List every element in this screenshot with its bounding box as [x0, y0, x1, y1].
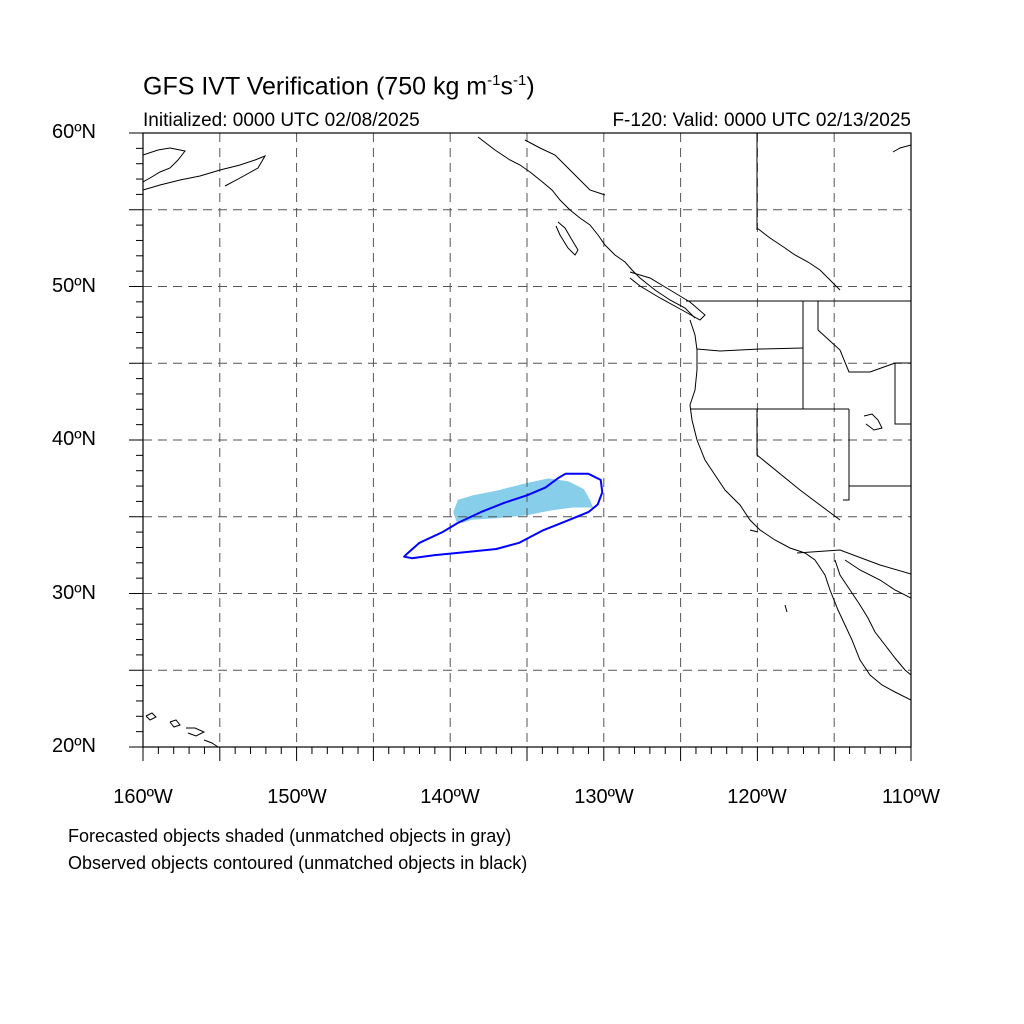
- forecast-object: [453, 478, 593, 523]
- lon-label-110w: 110ºW: [881, 786, 941, 808]
- great-salt-lake: [863, 413, 883, 431]
- coastline-hawaii-big-island: [203, 739, 219, 747]
- observed-contour: [403, 472, 604, 560]
- border-washington-oregon: [696, 347, 804, 352]
- border-us-mexico: [796, 549, 911, 575]
- observed-note: Observed objects contoured (unmatched ob…: [68, 853, 528, 873]
- lat-label-40n: 40ºN: [52, 428, 96, 450]
- coastline-alaska: [143, 147, 186, 183]
- coastline-northeast: [892, 144, 911, 153]
- coastline-us-west: [689, 319, 911, 701]
- lon-label-150w: 150ºW: [267, 786, 327, 808]
- chart-title: GFS IVT Verification (750 kg m-1s-1): [143, 72, 535, 101]
- lon-label-130w: 130ºW: [574, 786, 634, 808]
- coastline-hawaii-oahu: [169, 719, 181, 728]
- coastline-channel-islands: [749, 529, 759, 533]
- coastline-sonora: [844, 559, 911, 599]
- lat-label-20n: 20ºN: [52, 735, 96, 757]
- border-nevada-utah: [843, 409, 850, 501]
- coastline-bc: [477, 136, 696, 319]
- lon-label-160w: 160ºW: [113, 786, 173, 808]
- coastline-alaska-peninsula: [143, 154, 267, 191]
- coastline-inland-alaska: [524, 139, 606, 196]
- border-wyoming: [894, 363, 911, 425]
- lat-label-50n: 50ºN: [52, 275, 96, 297]
- coastline-gulf-of-california: [834, 559, 911, 676]
- forecast-note: Forecasted objects shaded (unmatched obj…: [68, 826, 512, 846]
- border-california-nevada: [756, 409, 841, 521]
- lat-label-30n: 30ºN: [52, 582, 96, 604]
- lon-label-140w: 140ºW: [420, 786, 480, 808]
- valid-time: F-120: Valid: 0000 UTC 02/13/2025: [612, 110, 911, 131]
- coastline-haida-gwaii: [555, 221, 579, 256]
- lake-shoreline: [756, 227, 841, 291]
- border-idaho-montana: [817, 301, 911, 373]
- initialized-time: Initialized: 0000 UTC 02/08/2025: [143, 110, 420, 131]
- lat-label-60n: 60ºN: [52, 121, 96, 143]
- coastline-vancouver-island: [629, 271, 706, 321]
- coastline-hawaii-maui: [186, 727, 206, 737]
- coastline-guadalupe-island: [784, 604, 788, 613]
- lon-label-120w: 120ºW: [727, 786, 787, 808]
- coastline-hawaii-kauai: [145, 712, 157, 721]
